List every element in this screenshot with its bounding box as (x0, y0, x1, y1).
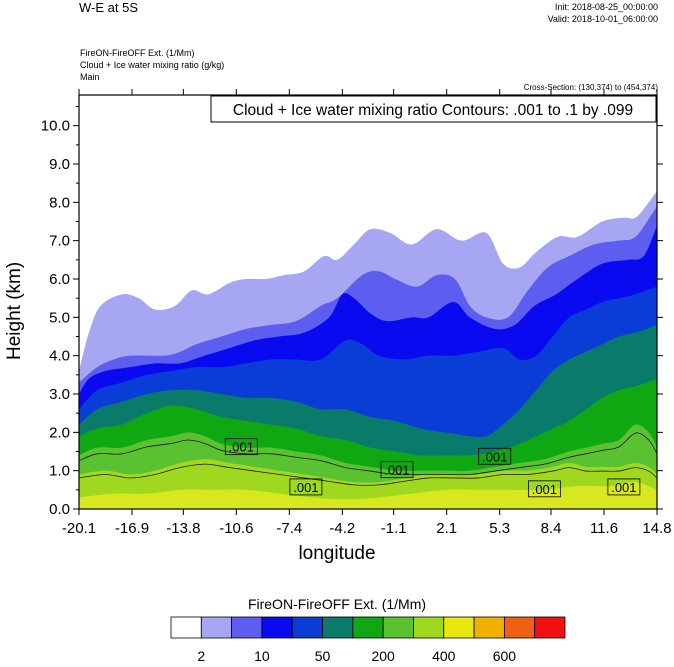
y-axis: 0.0 1.0 2.0 3.0 4.0 5.0 6.0 7.0 8.0 9.0 10.0 (41, 106, 663, 518)
contour-label-box (224, 438, 258, 456)
x-tick-label: 2.1 (436, 520, 457, 537)
y-tick-label: 3.0 (49, 386, 70, 403)
filled-contours (79, 190, 657, 509)
contour-label-box (527, 480, 561, 498)
contour-label-text: .001 (611, 480, 636, 495)
colorbar-swatch (443, 616, 475, 639)
colorbar-swatch (261, 616, 293, 639)
y-tick-label: 4.0 (49, 348, 70, 365)
contour-label: .001 (289, 478, 323, 496)
x-tick-label: -16.9 (115, 520, 149, 537)
colorbar-tick-label: 600 (493, 648, 517, 664)
colorbar-swatch (291, 616, 323, 639)
x-axis-label: longitude (298, 543, 376, 564)
contour-label: .001 (380, 461, 414, 479)
colorbar-swatch (534, 616, 566, 639)
x-tick-label: 11.6 (590, 520, 618, 537)
y-tick-label: 10.0 (41, 118, 70, 135)
contour-line (79, 432, 657, 476)
colorbar-swatch (382, 616, 414, 639)
colorbar-swatch (200, 616, 233, 639)
x-tick-label: -13.8 (166, 520, 200, 537)
plot-frame (78, 94, 658, 510)
contour-label: .001 (478, 447, 512, 465)
y-tick-label: 2.0 (49, 424, 70, 441)
colorbar-swatch (170, 616, 202, 639)
x-tick-label: -1.1 (381, 520, 407, 537)
x-tick-label: 14.8 (642, 520, 671, 537)
contour-label-box (289, 478, 323, 496)
x-tick-label: 5.3 (489, 520, 510, 537)
contour-field-name: Cloud + Ice water mixing ratio (g/kg) (80, 60, 225, 70)
colorbar-tick-label: 10 (254, 648, 270, 664)
contour-title: Cloud + Ice water mixing ratio Contours:… (233, 102, 633, 119)
valid-time: Valid: 2018-10-01_06:00:00 (547, 14, 658, 24)
y-axis-label: Height (km) (4, 261, 25, 360)
contour-label-text: .001 (384, 463, 409, 478)
colorbar-swatch (352, 616, 384, 639)
contour-label-box (478, 447, 512, 465)
colorbar-tick-label: 2 (197, 648, 205, 664)
contour-labels: .001 .001 .001 .001 .001 .001 (224, 438, 641, 498)
init-time: Init: 2018-08-25_00:00:00 (554, 2, 658, 12)
x-tick-label: -20.1 (62, 520, 96, 537)
contour-label-box (380, 461, 414, 479)
domain-name: Main (80, 72, 100, 82)
colorbar: 2 10 50 200 400 600 (170, 616, 566, 664)
colorbar-swatch (413, 616, 445, 639)
plot-title: W-E at 5S (79, 0, 139, 15)
contour-title-box: Cloud + Ice water mixing ratio Contours:… (210, 95, 657, 123)
colorbar-tick-label: 50 (315, 648, 331, 664)
contour-label-text: .001 (229, 440, 254, 455)
y-tick-label: 6.0 (49, 271, 70, 288)
contour-line (79, 463, 657, 486)
contour-label: .001 (527, 480, 561, 498)
contour-label-text: .001 (293, 480, 318, 495)
y-tick-label: 1.0 (49, 463, 70, 480)
x-axis: -20.1 -16.9 -13.8 -10.6 -7.4 -4.2 -1.1 2.1 5.3 8.… (62, 89, 672, 537)
contour-label: .001 (607, 478, 641, 496)
contour-label-text: .001 (532, 482, 557, 497)
y-tick-label: 8.0 (49, 194, 70, 211)
colorbar-tick-label: 400 (432, 648, 456, 664)
y-tick-label: 5.0 (49, 309, 70, 326)
colorbar-swatch (473, 616, 505, 639)
contour-lines (79, 432, 657, 486)
colorbar-tick-label: 200 (371, 648, 395, 664)
x-tick-label: 8.4 (541, 520, 562, 537)
colorbar-title: FireON-FireOFF Ext. (1/Mm) (247, 596, 427, 612)
colorbar-swatch (231, 616, 263, 639)
y-tick-label: 0.0 (49, 501, 70, 518)
contour-label-text: .001 (482, 449, 507, 464)
fill-layer-600 (79, 482, 657, 509)
colorbar-swatch (322, 616, 354, 639)
x-tick-label: -7.4 (276, 520, 302, 537)
colorbar-swatch (503, 616, 536, 639)
field-name: FireON-FireOFF Ext. (1/Mm) (80, 48, 195, 58)
cross-section-label: Cross-Section: (130,374) to (454,374) (523, 83, 658, 92)
x-tick-label: -4.2 (329, 520, 355, 537)
y-tick-label: 7.0 (49, 233, 70, 250)
contour-label: .001 (224, 438, 258, 456)
y-tick-label: 9.0 (49, 156, 70, 173)
contour-label-box (607, 478, 641, 496)
x-tick-label: -10.6 (219, 520, 253, 537)
